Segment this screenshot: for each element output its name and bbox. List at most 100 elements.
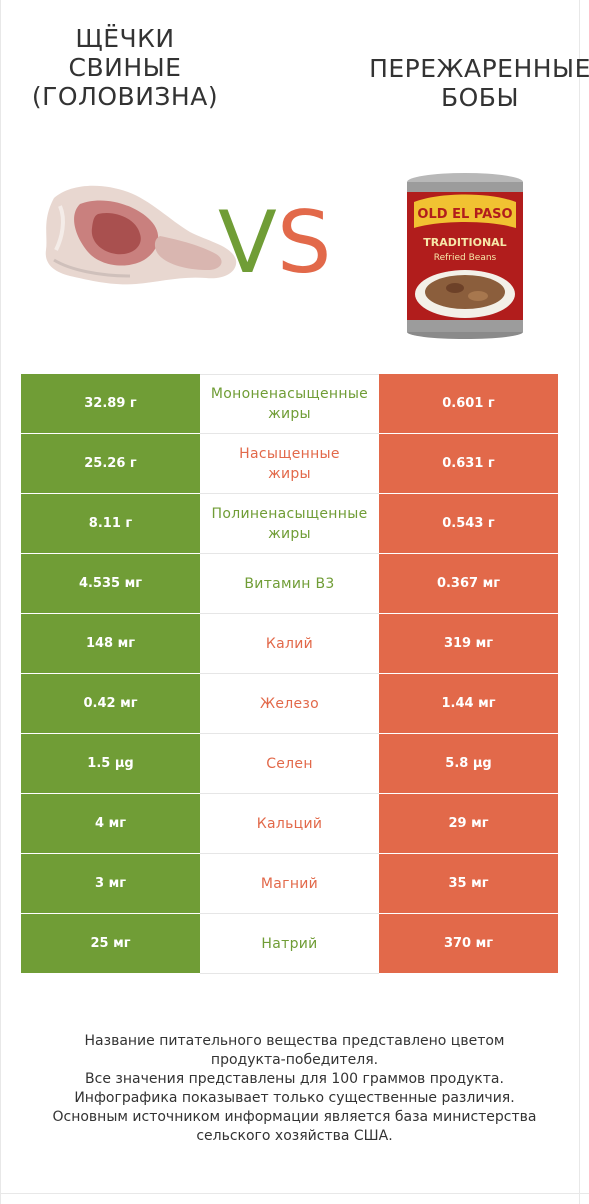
nutrient-name-line: Витамин B3 — [244, 575, 335, 592]
nutrient-name-cell: Железо — [200, 674, 379, 733]
right-title-line: БОБЫ — [440, 83, 520, 112]
nutrient-name-line: Магний — [260, 875, 319, 892]
frame-bottom-border — [0, 1193, 589, 1194]
table-row: 1.5 µg Селен 5.8 µg — [21, 734, 558, 794]
footnote: Название питательного вещества представл… — [10, 1032, 579, 1146]
row-divider — [200, 553, 379, 554]
refried-beans-can-image: OLD EL PASO TRADITIONAL Refried Beans — [407, 173, 523, 339]
right-value-cell: 1.44 мг — [379, 674, 558, 733]
nutrient-name-line: Мононенасыщенные — [210, 385, 369, 402]
left-value-cell: 4 мг — [21, 794, 200, 853]
left-value-cell: 0.42 мг — [21, 674, 200, 733]
vs-label: VS — [218, 188, 358, 298]
nutrient-name-line: жиры — [268, 525, 311, 542]
right-title-line: ПЕРЕЖАРЕННЫЕ — [369, 54, 589, 83]
nutrient-name-line: Железо — [259, 695, 320, 712]
nutrient-name-cell: Мононенасыщенные жиры — [200, 374, 379, 433]
pork-cheek-meat-image — [45, 185, 237, 285]
nutrient-name: Кальций — [257, 814, 323, 834]
nutrient-name-cell: Селен — [200, 734, 379, 793]
nutrient-name: Полиненасыщенные жиры — [212, 504, 368, 544]
left-value-cell: 3 мг — [21, 854, 200, 913]
nutrient-name: Магний — [261, 874, 318, 894]
right-value-cell: 0.543 г — [379, 494, 558, 553]
left-value-cell: 25 мг — [21, 914, 200, 973]
left-value-cell: 32.89 г — [21, 374, 200, 433]
nutrient-name-line: жиры — [268, 405, 311, 422]
footnote-line: сельского хозяйства США. — [196, 1128, 393, 1144]
row-divider — [200, 853, 379, 854]
left-value-cell: 1.5 µg — [21, 734, 200, 793]
left-value-cell: 4.535 мг — [21, 554, 200, 613]
row-divider — [200, 673, 379, 674]
footnote-line: продукта-победителя. — [210, 1052, 379, 1068]
nutrient-name-line: Калий — [265, 635, 314, 652]
nutrient-name-line: Насыщенные — [239, 445, 340, 462]
footnote-line: Название питательного вещества представл… — [84, 1033, 505, 1049]
row-divider — [200, 733, 379, 734]
right-value-cell: 0.367 мг — [379, 554, 558, 613]
nutrient-name-cell: Магний — [200, 854, 379, 913]
right-value-cell: 0.601 г — [379, 374, 558, 433]
table-row: 32.89 г Мононенасыщенные жиры 0.601 г — [21, 374, 558, 434]
nutrient-name: Витамин B3 — [244, 574, 334, 594]
vs-v-letter: V — [218, 193, 277, 293]
table-row: 3 мг Магний 35 мг — [21, 854, 558, 914]
table-row: 0.42 мг Железо 1.44 мг — [21, 674, 558, 734]
nutrient-name-cell: Калий — [200, 614, 379, 673]
row-divider — [200, 433, 379, 434]
can-label-refried: Refried Beans — [434, 253, 497, 263]
row-divider — [200, 493, 379, 494]
nutrient-name-line: Полиненасыщенные — [211, 505, 368, 522]
right-value-cell: 370 мг — [379, 914, 558, 973]
nutrient-name: Железо — [260, 694, 319, 714]
right-value-cell: 29 мг — [379, 794, 558, 853]
nutrient-name: Калий — [266, 634, 313, 654]
nutrient-name: Селен — [266, 754, 313, 774]
right-value-cell: 35 мг — [379, 854, 558, 913]
table-row: 25.26 г Насыщенные жиры 0.631 г — [21, 434, 558, 494]
row-divider — [200, 613, 379, 614]
table-row: 4 мг Кальций 29 мг — [21, 794, 558, 854]
nutrient-name-cell: Полиненасыщенные жиры — [200, 494, 379, 553]
nutrient-comparison-table: 32.89 г Мононенасыщенные жиры 0.601 г 25.26 … — [21, 374, 558, 974]
footnote-line: Все значения представлены для 100 граммо… — [85, 1071, 504, 1087]
table-row: 25 мг Натрий 370 мг — [21, 914, 558, 974]
nutrient-name-cell: Натрий — [200, 914, 379, 973]
can-brand-text: OLD EL PASO — [417, 207, 512, 222]
left-title-line: (ГОЛОВИЗНА) — [31, 82, 219, 111]
nutrient-name: Насыщенные жиры — [239, 444, 340, 484]
row-divider-top — [200, 374, 379, 375]
nutrient-name-line: Селен — [266, 755, 313, 772]
left-title-line: СВИНЫЕ — [68, 53, 182, 82]
left-value-cell: 25.26 г — [21, 434, 200, 493]
left-value-cell: 8.11 г — [21, 494, 200, 553]
table-row: 148 мг Калий 319 мг — [21, 614, 558, 674]
right-food-title: ПЕРЕЖАРЕННЫЕ БОБЫ — [360, 54, 589, 112]
right-value-cell: 319 мг — [379, 614, 558, 673]
footnote-line: Инфографика показывает только существенн… — [74, 1090, 515, 1106]
table-row: 4.535 мг Витамин B3 0.367 мг — [21, 554, 558, 614]
nutrient-name: Мононенасыщенные жиры — [211, 384, 368, 424]
nutrient-name-line: жиры — [268, 465, 311, 482]
left-food-title: ЩЁЧКИ СВИНЫЕ (ГОЛОВИЗНА) — [0, 24, 250, 111]
nutrient-name-cell: Кальций — [200, 794, 379, 853]
nutrient-name-cell: Витамин B3 — [200, 554, 379, 613]
row-divider — [200, 793, 379, 794]
nutrient-name-line: Кальций — [256, 815, 323, 832]
footnote-line: Основным источником информации является … — [52, 1109, 537, 1125]
nutrient-name-line: Натрий — [261, 935, 318, 952]
row-divider — [200, 973, 379, 974]
nutrient-name-cell: Насыщенные жиры — [200, 434, 379, 493]
vs-s-letter: S — [276, 193, 332, 293]
left-value-cell: 148 мг — [21, 614, 200, 673]
right-value-cell: 5.8 µg — [379, 734, 558, 793]
frame-right-border — [579, 0, 580, 1204]
row-divider — [200, 913, 379, 914]
can-label-traditional: TRADITIONAL — [423, 236, 506, 249]
right-value-cell: 0.631 г — [379, 434, 558, 493]
table-row: 8.11 г Полиненасыщенные жиры 0.543 г — [21, 494, 558, 554]
nutrient-name: Натрий — [261, 934, 317, 954]
frame-left-border — [0, 0, 1, 1204]
left-title-line: ЩЁЧКИ — [75, 24, 175, 53]
